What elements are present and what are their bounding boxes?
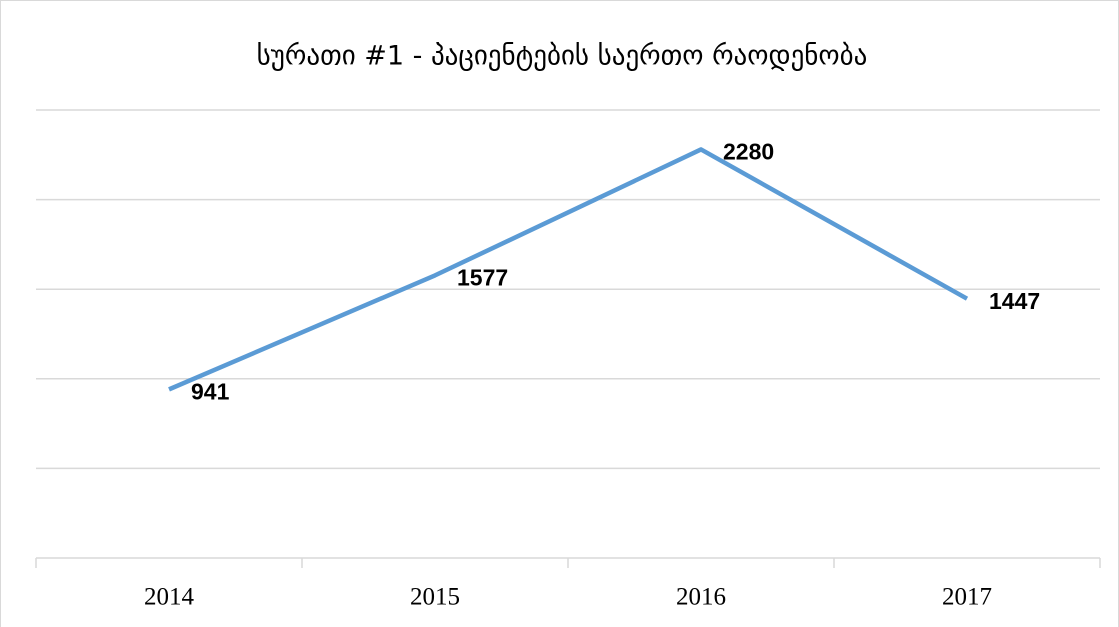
x-tick-label: 2014 — [144, 584, 195, 611]
data-label: 1577 — [457, 264, 508, 290]
chart-title: სურათი #1 - პაციენტების საერთო რაოდენობა — [257, 41, 868, 72]
data-line — [168, 147, 969, 392]
data-label: 2280 — [723, 139, 774, 165]
data-label: 1447 — [989, 288, 1040, 314]
x-tick-label: 2016 — [676, 584, 726, 611]
x-tick-label: 2017 — [942, 584, 992, 611]
x-tick-label: 2015 — [410, 584, 460, 611]
data-label: 941 — [191, 378, 230, 404]
